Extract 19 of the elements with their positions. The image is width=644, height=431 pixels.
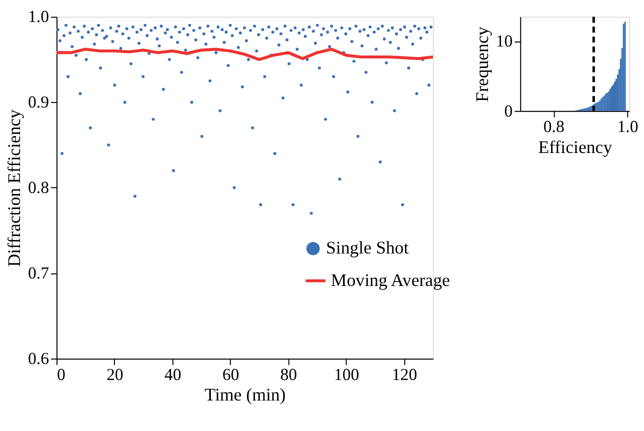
x-axis-title: Time (min): [204, 384, 286, 405]
x-tick-label: 0: [56, 364, 66, 384]
y-tick-label: 0.6: [28, 349, 50, 368]
x-tick-label: 40: [164, 364, 182, 384]
x-tick-label: 100: [334, 364, 360, 384]
x-axis-title: Efficiency: [538, 136, 612, 157]
y-axis-title: Diffraction Efficiency: [4, 109, 24, 267]
x-tick-label: 120: [392, 364, 418, 384]
y-tick-label: 0.8: [28, 178, 50, 198]
y-tick-label: 1.0: [28, 7, 50, 26]
x-tick-label: 60: [222, 364, 240, 384]
legend-label: Moving Average: [330, 270, 450, 290]
x-tick-label: 80: [280, 364, 298, 384]
y-tick-label: 0.7: [28, 264, 50, 283]
y-tick-label: 10: [496, 32, 513, 51]
legend-label: Single Shot: [326, 238, 409, 258]
y-axis-title: Frequency: [472, 26, 492, 102]
y-tick-label: 0.9: [28, 92, 50, 112]
x-tick-label: 20: [106, 364, 124, 384]
